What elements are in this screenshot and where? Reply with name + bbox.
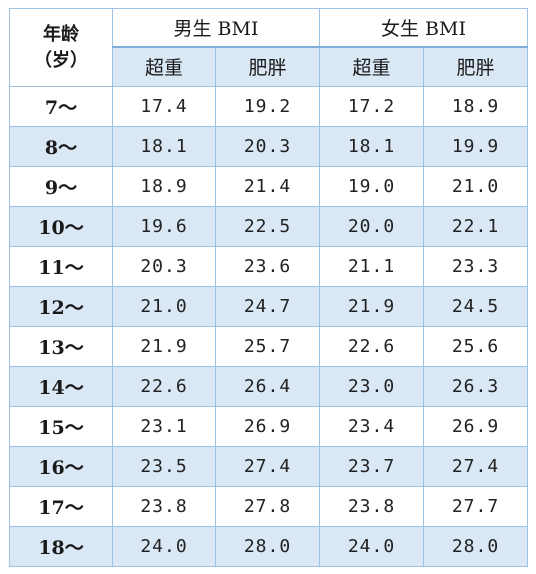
male-obese-cell: 26.4 bbox=[215, 366, 320, 407]
age-cell: 16～ bbox=[9, 446, 113, 487]
male-obese-cell: 26.9 bbox=[215, 406, 320, 447]
table-row: 10～ 19.6 22.5 20.0 22.1 bbox=[9, 206, 528, 247]
male-obese-cell: 19.2 bbox=[215, 86, 320, 127]
female-bmi-header: 女生 BMI bbox=[319, 8, 528, 48]
age-cell: 15～ bbox=[9, 406, 113, 447]
female-obese-cell: 22.1 bbox=[423, 206, 528, 247]
female-obese-cell: 25.6 bbox=[423, 326, 528, 367]
bmi-table: 年龄 （岁） 男生 BMI 女生 BMI 超重 肥胖 超重 肥胖 7～ 17.4 1… bbox=[9, 8, 528, 567]
female-obese-cell: 27.7 bbox=[423, 486, 528, 527]
female-obese-cell: 26.9 bbox=[423, 406, 528, 447]
female-obese-cell: 21.0 bbox=[423, 166, 528, 207]
female-obese-cell: 28.0 bbox=[423, 526, 528, 567]
male-overweight-header: 超重 bbox=[112, 46, 216, 87]
table-row: 14～ 22.6 26.4 23.0 26.3 bbox=[9, 366, 528, 407]
header-row-groups: 年龄 （岁） 男生 BMI 女生 BMI bbox=[9, 8, 528, 87]
female-obese-cell: 27.4 bbox=[423, 446, 528, 487]
male-obese-header: 肥胖 bbox=[215, 46, 320, 87]
male-overweight-cell: 21.0 bbox=[112, 286, 216, 327]
male-obese-cell: 25.7 bbox=[215, 326, 320, 367]
male-overweight-cell: 18.9 bbox=[112, 166, 216, 207]
female-obese-cell: 23.3 bbox=[423, 246, 528, 287]
male-overweight-cell: 23.1 bbox=[112, 406, 216, 447]
female-overweight-cell: 20.0 bbox=[319, 206, 424, 247]
male-overweight-cell: 23.5 bbox=[112, 446, 216, 487]
age-cell: 9～ bbox=[9, 166, 113, 207]
table-row: 16～ 23.5 27.4 23.7 27.4 bbox=[9, 446, 528, 487]
age-cell: 13～ bbox=[9, 326, 113, 367]
table-row: 18～ 24.0 28.0 24.0 28.0 bbox=[9, 526, 528, 567]
female-overweight-cell: 19.0 bbox=[319, 166, 424, 207]
male-obese-cell: 27.4 bbox=[215, 446, 320, 487]
female-obese-cell: 26.3 bbox=[423, 366, 528, 407]
age-header-line2: （岁） bbox=[34, 49, 88, 71]
age-header-line1: 年龄 bbox=[43, 23, 79, 45]
female-overweight-cell: 23.7 bbox=[319, 446, 424, 487]
male-obese-cell: 22.5 bbox=[215, 206, 320, 247]
table-row: 8～ 18.1 20.3 18.1 19.9 bbox=[9, 126, 528, 167]
female-obese-cell: 24.5 bbox=[423, 286, 528, 327]
age-cell: 7～ bbox=[9, 86, 113, 127]
table-row: 17～ 23.8 27.8 23.8 27.7 bbox=[9, 486, 528, 527]
female-overweight-cell: 23.0 bbox=[319, 366, 424, 407]
table-body: 7～ 17.4 19.2 17.2 18.9 8～ 18.1 20.3 18.1 19.9 9～ 18… bbox=[9, 86, 528, 567]
male-obese-cell: 21.4 bbox=[215, 166, 320, 207]
female-overweight-cell: 23.4 bbox=[319, 406, 424, 447]
male-overweight-cell: 18.1 bbox=[112, 126, 216, 167]
male-overweight-cell: 23.8 bbox=[112, 486, 216, 527]
male-obese-cell: 28.0 bbox=[215, 526, 320, 567]
female-overweight-cell: 23.8 bbox=[319, 486, 424, 527]
age-cell: 8～ bbox=[9, 126, 113, 167]
female-obese-header: 肥胖 bbox=[423, 46, 528, 87]
female-obese-cell: 19.9 bbox=[423, 126, 528, 167]
table-row: 9～ 18.9 21.4 19.0 21.0 bbox=[9, 166, 528, 207]
age-column-header: 年龄 （岁） bbox=[9, 8, 113, 87]
female-overweight-cell: 24.0 bbox=[319, 526, 424, 567]
table-row: 15～ 23.1 26.9 23.4 26.9 bbox=[9, 406, 528, 447]
table-row: 11～ 20.3 23.6 21.1 23.3 bbox=[9, 246, 528, 287]
age-cell: 10～ bbox=[9, 206, 113, 247]
age-cell: 14～ bbox=[9, 366, 113, 407]
male-obese-cell: 24.7 bbox=[215, 286, 320, 327]
male-obese-cell: 20.3 bbox=[215, 126, 320, 167]
male-obese-cell: 27.8 bbox=[215, 486, 320, 527]
female-overweight-cell: 21.9 bbox=[319, 286, 424, 327]
male-overweight-cell: 22.6 bbox=[112, 366, 216, 407]
table-row: 7～ 17.4 19.2 17.2 18.9 bbox=[9, 86, 528, 127]
female-overweight-cell: 21.1 bbox=[319, 246, 424, 287]
age-cell: 12～ bbox=[9, 286, 113, 327]
female-overweight-cell: 17.2 bbox=[319, 86, 424, 127]
male-overweight-cell: 21.9 bbox=[112, 326, 216, 367]
male-overweight-cell: 24.0 bbox=[112, 526, 216, 567]
age-cell: 11～ bbox=[9, 246, 113, 287]
female-overweight-header: 超重 bbox=[319, 46, 424, 87]
age-cell: 17～ bbox=[9, 486, 113, 527]
table-row: 12～ 21.0 24.7 21.9 24.5 bbox=[9, 286, 528, 327]
age-cell: 18～ bbox=[9, 526, 113, 567]
female-overweight-cell: 22.6 bbox=[319, 326, 424, 367]
header-row-categories: 超重 肥胖 超重 肥胖 bbox=[9, 46, 528, 87]
table-header: 年龄 （岁） 男生 BMI 女生 BMI 超重 肥胖 超重 肥胖 bbox=[9, 8, 528, 87]
male-overweight-cell: 20.3 bbox=[112, 246, 216, 287]
male-obese-cell: 23.6 bbox=[215, 246, 320, 287]
male-overweight-cell: 19.6 bbox=[112, 206, 216, 247]
table-row: 13～ 21.9 25.7 22.6 25.6 bbox=[9, 326, 528, 367]
female-overweight-cell: 18.1 bbox=[319, 126, 424, 167]
female-obese-cell: 18.9 bbox=[423, 86, 528, 127]
male-bmi-header: 男生 BMI bbox=[112, 8, 320, 48]
male-overweight-cell: 17.4 bbox=[112, 86, 216, 127]
